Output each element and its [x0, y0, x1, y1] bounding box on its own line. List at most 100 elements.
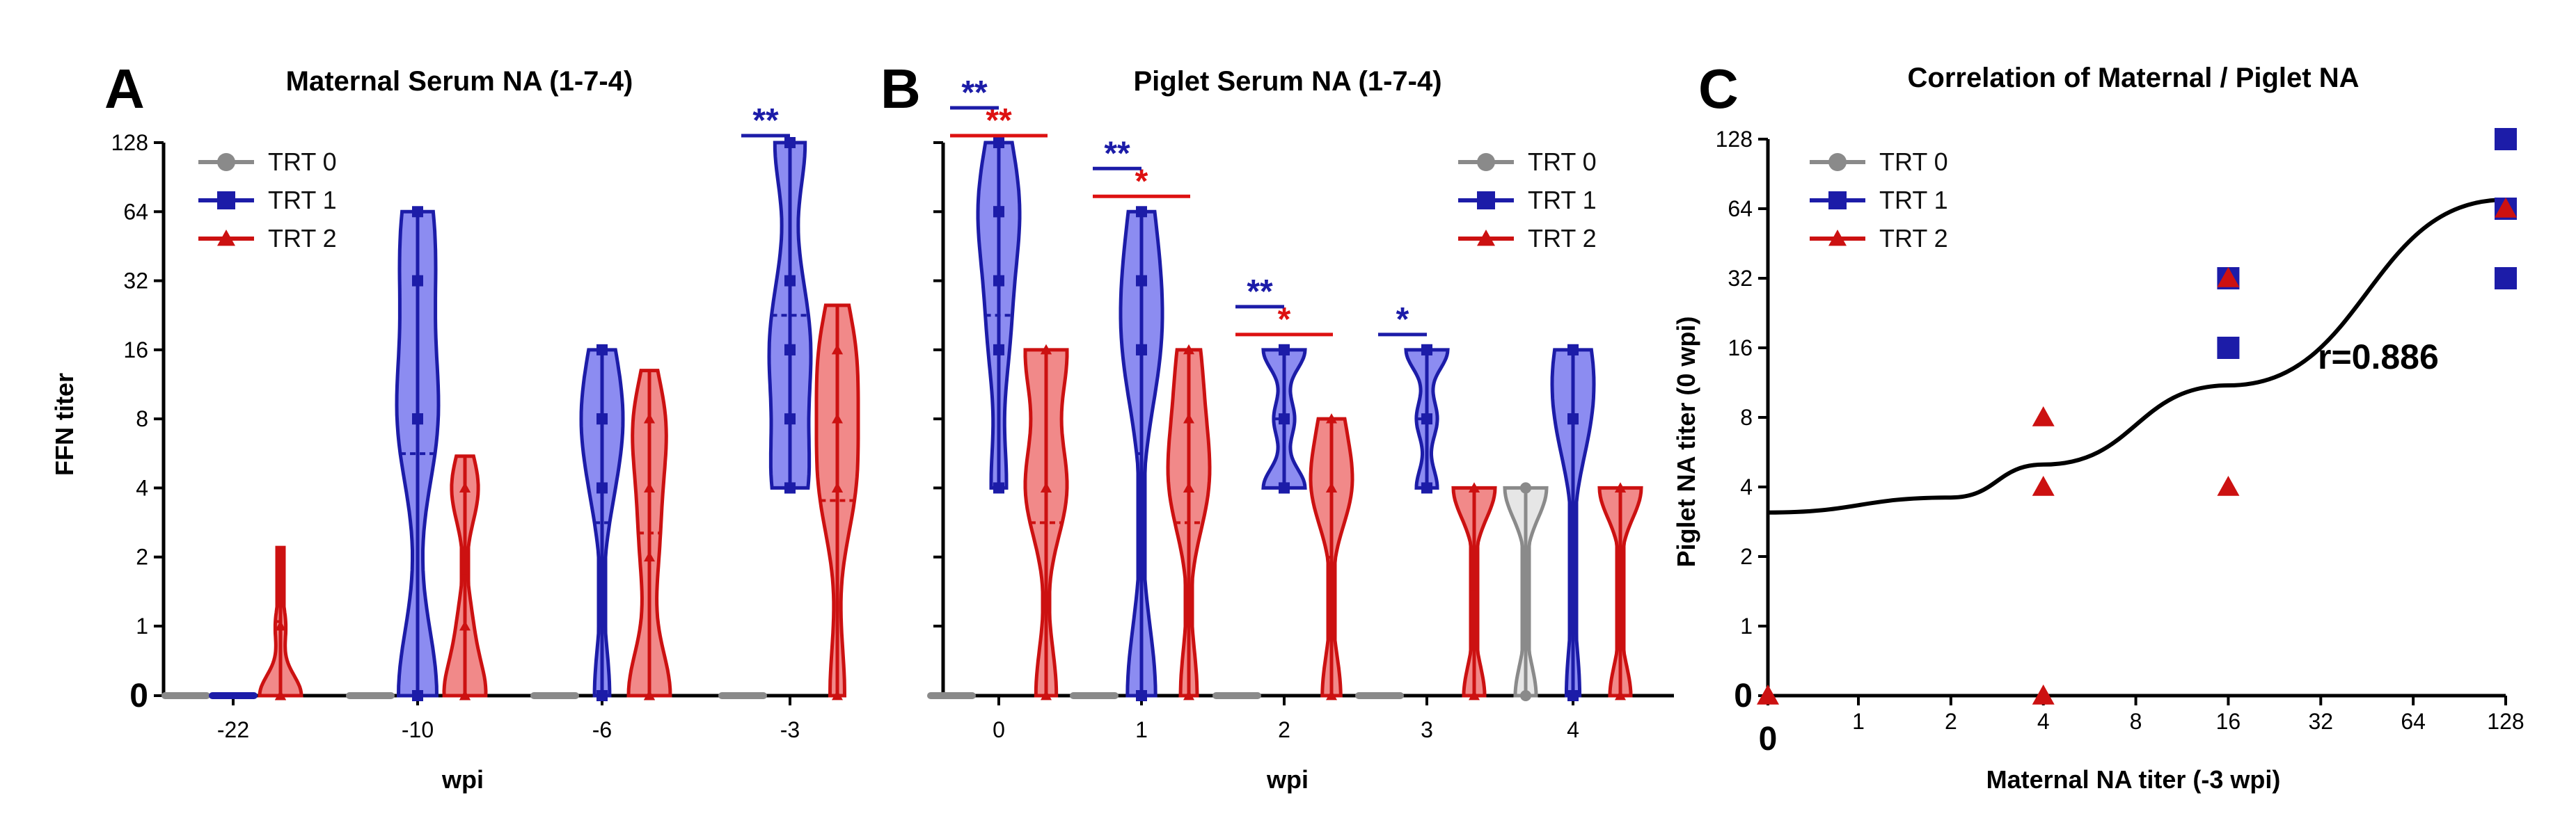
- violin-trt2-point: [832, 413, 843, 424]
- panel-c-annotation: r=0.886: [2318, 337, 2439, 376]
- panelB-plot-legend-item: TRT 2: [1458, 224, 1597, 253]
- violin-trt1-point: [412, 275, 423, 287]
- panel-c-point-trt1: [2495, 128, 2517, 150]
- panelA-plot-legend-label: TRT 1: [268, 186, 337, 214]
- violin-trt1-point: [1567, 344, 1579, 355]
- violin-trt1-point: [1136, 690, 1147, 701]
- panel-c-x-tick-label: 8: [2130, 709, 2142, 734]
- violin-trt2-point: [832, 690, 843, 701]
- panel-c-y-tick-label: 0: [1734, 678, 1753, 714]
- panel-c-point-trt2: [2032, 685, 2055, 705]
- panelB-plot-sig-label: **: [961, 74, 988, 111]
- panelB-plot-legend-label: TRT 1: [1528, 186, 1597, 214]
- violin-trt2-point: [459, 482, 471, 493]
- panel-c-fit-curve: [1767, 198, 2506, 515]
- panelA-plot-legend-item: TRT 2: [198, 224, 337, 253]
- panel-c-point-trt2: [2495, 198, 2517, 218]
- violin-trt2-point: [1041, 344, 1052, 355]
- panel-c-y-tick-label: 16: [1728, 335, 1753, 360]
- panelB-plot-legend-label: TRT 2: [1528, 224, 1597, 253]
- violin-trt2-point: [1326, 690, 1337, 701]
- panel-c-legend-item: TRT 2: [1810, 224, 1948, 253]
- panelB-plot-legend-marker: [1477, 230, 1495, 246]
- violin-trt1-point: [993, 206, 1004, 218]
- panel-c-ylabel: Piglet NA titer (0 wpi): [1672, 317, 1700, 568]
- panel-c-y-tick-label: 8: [1740, 405, 1753, 430]
- panelB-plot-sig-label: *: [1135, 163, 1148, 200]
- panel-c-x-tick-label: 0: [1759, 721, 1778, 758]
- panel-letter-a: A: [104, 58, 145, 120]
- panelA-plot-legend-marker: [217, 191, 235, 209]
- panelA-plot-y-tick-label: 4: [136, 475, 148, 500]
- panel-c-legend-label: TRT 0: [1879, 147, 1948, 176]
- panelA-plot-legend-item: TRT 1: [198, 186, 337, 214]
- violin-trt2-point: [1469, 482, 1480, 493]
- panel-c-x-tick-label: 2: [1945, 709, 1957, 734]
- panel-letter-b: B: [880, 58, 921, 120]
- violin-trt1-point: [412, 413, 423, 425]
- panel-c-legend-item: TRT 1: [1810, 186, 1948, 214]
- violin-trt1: [1404, 344, 1450, 494]
- violin-trt2-point: [644, 551, 655, 562]
- panelA-plot-y-tick-label: 64: [123, 199, 148, 224]
- panelB-plot-x-tick-label: 1: [1135, 717, 1148, 742]
- panel-c-point-trt2: [2217, 267, 2240, 287]
- violin-trt1-point: [1421, 344, 1432, 355]
- violin-trt1-point: [412, 206, 423, 218]
- panel-c-xlabel: Maternal NA titer (-3 wpi): [1986, 765, 2281, 794]
- panel-letter-c: C: [1698, 58, 1739, 120]
- violin-trt1: [579, 344, 625, 701]
- violin-trt2-point: [832, 344, 843, 355]
- panel-c-x-tick-label: 4: [2037, 709, 2050, 734]
- panel-c-title: Correlation of Maternal / Piglet NA: [1908, 63, 2360, 93]
- violin-trt2-point: [459, 621, 471, 631]
- panel-a-xlabel: wpi: [441, 765, 484, 794]
- panel-c-point-trt1: [2495, 267, 2517, 289]
- violin-trt2-point: [1183, 482, 1194, 493]
- violin-trt2: [442, 454, 488, 701]
- violin-trt2: [814, 303, 860, 701]
- violin-trt2: [1597, 482, 1643, 701]
- violin-trt1-point: [1567, 413, 1579, 425]
- violin-trt0-point: [1520, 690, 1531, 701]
- violin-trt1-point: [784, 275, 796, 287]
- violin-trt2-point: [644, 413, 655, 424]
- violin-trt2-point: [1183, 344, 1194, 355]
- panel-c-y-tick-label: 4: [1740, 474, 1753, 499]
- panelB-plot-x-tick-label: 4: [1567, 717, 1579, 742]
- violin-trt1-point: [596, 690, 608, 701]
- violin-trt2-point: [275, 690, 286, 701]
- panel-c-point-trt1: [2217, 337, 2240, 359]
- panelA-plot-y-tick-label: 16: [123, 337, 148, 362]
- violin-trt1-point: [784, 137, 796, 148]
- violin-trt1-point: [784, 344, 796, 355]
- violin-trt2-point: [1183, 413, 1194, 424]
- panel-c-x-tick-label: 16: [2216, 709, 2241, 734]
- panel-b-xlabel: wpi: [1266, 765, 1309, 794]
- panelA-plot-y-tick-label: 8: [136, 406, 148, 431]
- violin-trt2: [626, 369, 672, 701]
- panel-c-y-tick-label: 2: [1740, 544, 1753, 569]
- panel-a-plot: 0 1 2 4 8 16 32 64 128 -22 -10 -6 -3 ** TRT 0 TRT 1 TRT …: [111, 102, 860, 742]
- panel-c-legend-label: TRT 2: [1879, 224, 1948, 253]
- violin-trt1-point: [596, 344, 608, 355]
- violin-trt1-point: [1421, 482, 1432, 494]
- violin-trt1-point: [784, 413, 796, 425]
- violin-trt1: [976, 137, 1022, 494]
- panelB-plot-sig-label: *: [1396, 301, 1409, 338]
- violin-trt1-point: [1136, 206, 1147, 218]
- violin-trt1-point: [993, 482, 1004, 494]
- panelA-plot-x-tick-label: -6: [592, 717, 612, 742]
- panelA-plot-x-tick-label: -10: [402, 717, 434, 742]
- panelB-plot-legend-item: TRT 0: [1458, 147, 1597, 176]
- violin-trt2-point: [1469, 690, 1480, 701]
- panelB-plot-sig-label: **: [1247, 273, 1273, 310]
- panel-c-legend-marker: [1828, 153, 1847, 171]
- violin-trt1-point: [993, 137, 1004, 148]
- panel-b: B Piglet Serum NA (1-7-4) wpi 0 1 2 3 4*****…: [880, 58, 1674, 794]
- panel-c-legend-marker: [1828, 191, 1847, 209]
- violin-trt1-point: [1136, 344, 1147, 355]
- panel-c-y-tick-label: 1: [1740, 614, 1753, 639]
- violin-trt1-point: [1279, 482, 1290, 494]
- violin-trt2: [1023, 344, 1069, 701]
